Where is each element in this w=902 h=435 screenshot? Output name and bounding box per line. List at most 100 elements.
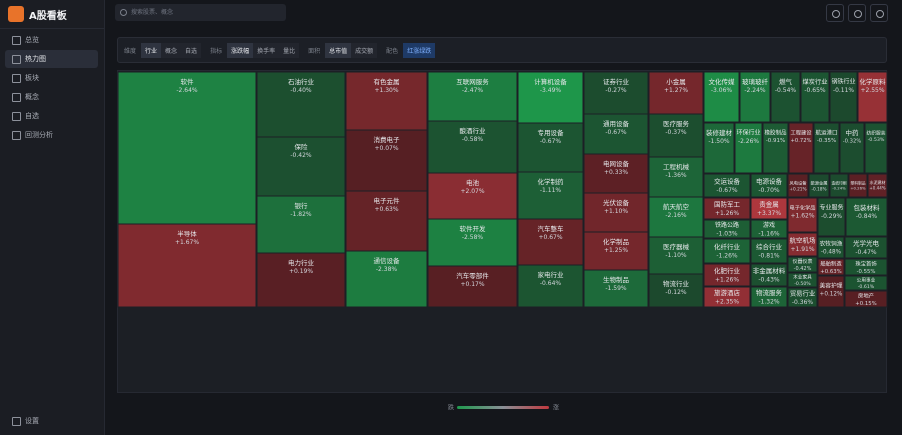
tile-label: 有色金属 bbox=[374, 77, 400, 86]
tile-value: +1.25% bbox=[604, 247, 628, 254]
tile-label: 装修建材 bbox=[706, 128, 733, 137]
tile-value: -0.54% bbox=[775, 87, 797, 94]
tile-label: 医疗服务 bbox=[663, 119, 690, 128]
tile bbox=[750, 238, 788, 264]
filter-option[interactable]: 总市值 bbox=[325, 42, 352, 58]
filter-option[interactable]: 自选 bbox=[181, 42, 202, 58]
color-scale bbox=[457, 406, 549, 409]
tile bbox=[750, 173, 788, 198]
tile bbox=[848, 173, 868, 198]
nav-icon bbox=[12, 36, 21, 45]
tile bbox=[648, 156, 704, 198]
tile bbox=[703, 238, 751, 264]
tile bbox=[583, 153, 649, 194]
tile bbox=[817, 258, 845, 276]
tile-value: -0.67% bbox=[716, 187, 738, 194]
filter-option[interactable]: 概念 bbox=[161, 42, 182, 58]
tile bbox=[787, 173, 809, 198]
tile bbox=[583, 71, 649, 115]
tile bbox=[845, 197, 888, 237]
tile-label: 电池 bbox=[466, 178, 480, 187]
tile-label: 家电行业 bbox=[538, 270, 565, 279]
tile bbox=[703, 286, 751, 308]
tile-value: +0.07% bbox=[374, 145, 398, 152]
nav-label: 板块 bbox=[25, 74, 39, 82]
tile-label: 煤炭行业 bbox=[803, 77, 828, 86]
filter-label: 指标 bbox=[210, 47, 223, 55]
tile-label: 工程建设 bbox=[791, 129, 813, 137]
tile-label: 物流行业 bbox=[663, 279, 690, 288]
tile-value: +0.72% bbox=[791, 138, 812, 144]
menu-button[interactable] bbox=[870, 4, 888, 22]
tile-label: 电子元件 bbox=[374, 196, 401, 205]
tile bbox=[345, 129, 428, 192]
nav-label: 回测分析 bbox=[25, 131, 53, 139]
tile bbox=[808, 173, 830, 198]
tile bbox=[857, 71, 888, 123]
nav-item[interactable]: 热力图 bbox=[5, 50, 98, 68]
tile-label: 农牧饲渔 bbox=[820, 240, 843, 248]
tile-value: -2.38% bbox=[376, 266, 398, 273]
nav-icon bbox=[12, 112, 21, 121]
tile-value: -1.03% bbox=[716, 230, 738, 237]
nav-icon bbox=[12, 74, 21, 83]
tile-value: -0.58% bbox=[462, 136, 484, 143]
tile-value: -1.16% bbox=[758, 230, 780, 237]
tile bbox=[703, 263, 751, 287]
tile-value: +1.91% bbox=[790, 246, 814, 253]
tile-value: +0.15% bbox=[855, 301, 876, 307]
tile-value: -1.10% bbox=[665, 252, 687, 259]
nav-item[interactable]: 概念 bbox=[5, 88, 98, 106]
tile-value: +2.07% bbox=[460, 188, 484, 195]
divider bbox=[0, 28, 104, 29]
filter-option[interactable]: 成交额 bbox=[351, 42, 378, 58]
tile-label: 水泥建材 bbox=[870, 179, 886, 185]
tile-label: 塑料制品 bbox=[850, 180, 865, 185]
tile bbox=[817, 275, 845, 308]
tile bbox=[787, 256, 818, 273]
nav-item[interactable]: 自选 bbox=[5, 107, 98, 125]
theme-button[interactable] bbox=[826, 4, 844, 22]
tile-value: -0.55% bbox=[857, 269, 876, 275]
tile-value: -0.24% bbox=[832, 186, 846, 191]
nav-item[interactable]: 板块 bbox=[5, 69, 98, 87]
search-box[interactable]: 搜索股票、概念 bbox=[115, 4, 286, 21]
tile-label: 风电设备 bbox=[789, 179, 807, 186]
tile-value: +0.63% bbox=[820, 269, 841, 275]
legend-high: 涨 bbox=[553, 404, 559, 412]
filter-option[interactable]: 红涨绿跌 bbox=[403, 42, 436, 58]
filter-option[interactable]: 量比 bbox=[279, 42, 300, 58]
tile-value: +1.27% bbox=[664, 87, 688, 94]
tile bbox=[703, 71, 740, 123]
tile-label: 航天航空 bbox=[663, 202, 690, 211]
tile-label: 铁路公路 bbox=[715, 221, 739, 229]
tile bbox=[648, 196, 704, 238]
tile bbox=[787, 287, 818, 308]
tile-value: +2.55% bbox=[860, 87, 884, 94]
filter-label: 维度 bbox=[124, 47, 137, 55]
tile bbox=[787, 197, 818, 233]
filter-option[interactable]: 行业 bbox=[141, 42, 162, 58]
tile-value: +1.10% bbox=[604, 208, 628, 215]
tile-label: 半导体 bbox=[177, 229, 197, 238]
tile-label: 公用事业 bbox=[857, 277, 876, 284]
user-button[interactable] bbox=[848, 4, 866, 22]
tile-value: -0.47% bbox=[855, 249, 877, 256]
tile-label: 美容护理 bbox=[820, 282, 843, 290]
tile-value: -2.64% bbox=[176, 87, 198, 94]
tile-label: 贸易行业 bbox=[790, 289, 815, 298]
filter-option[interactable]: 换手率 bbox=[253, 42, 280, 58]
nav-item[interactable]: 总览 bbox=[5, 31, 98, 49]
nav-item[interactable]: 回测分析 bbox=[5, 126, 98, 144]
filter-group: 指标 涨跌幅 换手率 量比 bbox=[210, 42, 300, 58]
tile-value: -0.36% bbox=[792, 299, 814, 306]
tile bbox=[427, 172, 518, 220]
tile bbox=[817, 236, 845, 259]
tile-value: +1.30% bbox=[374, 87, 398, 94]
settings[interactable]: 设置 bbox=[5, 412, 98, 430]
tile-label: 工程机械 bbox=[663, 162, 690, 171]
tile-label: 国防军工 bbox=[714, 200, 741, 209]
tile bbox=[800, 71, 830, 123]
tile-label: 纺织服装 bbox=[866, 130, 885, 137]
filter-option[interactable]: 涨跌幅 bbox=[227, 42, 254, 58]
